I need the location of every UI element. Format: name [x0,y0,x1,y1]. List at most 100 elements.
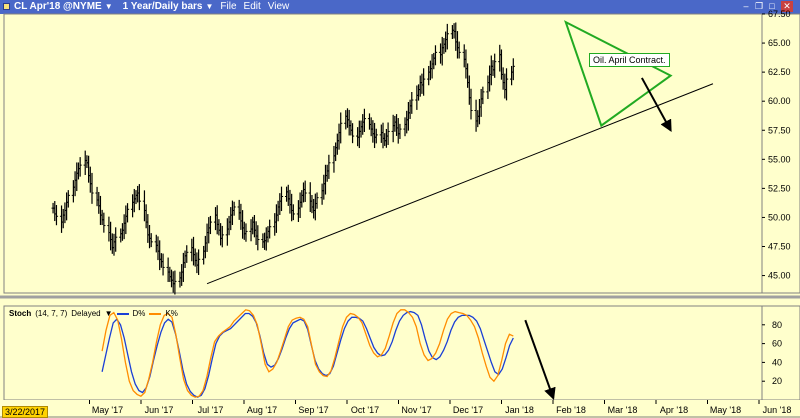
time-tick-label: Oct '17 [351,405,379,415]
price-axis [761,13,800,294]
price-bar [54,204,59,226]
time-tick-label: Nov '17 [401,405,431,415]
time-tick-label: May '18 [710,405,741,415]
minimize-icon[interactable]: – [743,1,749,11]
stoch-k-line [101,309,514,398]
price-bar [196,249,201,275]
price-bar [445,23,449,50]
symbol-dropdown-icon[interactable]: ▼ [104,2,113,11]
title-bar: CL Apr'18 @NYME ▼ 1 Year/Daily bars ▼ Fi… [0,0,800,14]
stoch-name: Stoch [9,309,32,318]
price-tick-label: 67.50 [768,9,791,19]
price-bar [291,204,295,221]
price-bar [173,270,177,295]
price-bar [90,172,94,204]
stoch-tick-label: 20 [772,376,782,386]
maximize-icon[interactable]: □ [769,1,775,11]
menu-file[interactable]: File [220,1,237,12]
d-legend-label: D% [132,309,146,318]
price-tick-label: 62.50 [768,67,791,77]
price-bar [256,225,260,251]
price-bar [493,53,497,78]
price-bar [208,215,213,235]
k-legend-label: K% [165,309,178,318]
time-tick-label: Jul '17 [198,405,224,415]
price-tick-label: 55.00 [768,154,791,164]
stoch-tick-label: 80 [772,320,782,330]
stoch-down-arrow [524,319,556,401]
price-bar [125,203,130,223]
price-bar [327,154,331,179]
time-tick-label: Jan '18 [505,405,534,415]
time-axis [0,400,800,418]
price-tick-label: 57.50 [768,125,791,135]
time-tick-label: Sep '17 [298,405,328,415]
price-bar [398,123,402,139]
price-tick-label: 60.00 [768,96,791,106]
stoch-dropdown-icon[interactable]: ▼ [104,309,113,318]
menu-view[interactable]: View [267,1,290,12]
price-tick-label: 65.00 [768,38,791,48]
interval-label[interactable]: 1 Year/Daily bars [122,1,203,12]
stoch-axis [761,305,800,401]
price-bar [232,201,236,216]
annotation-label: Oil. April Contract. [589,53,670,67]
time-tick-label: Apr '18 [660,405,688,415]
price-bar [279,186,284,212]
price-bar [185,245,189,263]
time-tick-label: Jun '18 [763,405,792,415]
interval-dropdown-icon[interactable]: ▼ [205,2,214,11]
price-bar [511,58,515,81]
close-icon[interactable]: ✕ [781,1,793,12]
price-bar [220,225,224,248]
price-bar [422,68,426,96]
price-bar [66,190,70,208]
price-tick-label: 52.50 [768,183,791,193]
symbol-label[interactable]: CL Apr'18 @NYME [14,1,102,12]
price-bar [410,92,414,114]
triangle-pattern [564,20,673,128]
price-bar [303,180,307,202]
price-bar [149,233,153,248]
price-bar [457,41,461,59]
price-bar [114,227,118,252]
down-arrow [641,77,672,133]
price-bar [244,223,248,242]
price-bars [51,22,515,295]
stoch-mode: Delayed [71,309,101,318]
price-bar [339,112,343,144]
price-bar [161,253,165,276]
d-line-swatch [116,312,129,315]
time-tick-label: May '17 [92,405,123,415]
time-tick-label: Feb '18 [556,405,586,415]
time-tick-label: Dec '17 [453,405,483,415]
price-bar [433,45,438,66]
stoch-params: (14, 7, 7) [35,309,68,318]
price-bar [78,157,82,177]
window-icon [3,3,10,10]
price-bar [350,123,355,144]
price-bar [386,122,390,146]
time-tick-label: Aug '17 [247,405,277,415]
support-trendline [206,83,714,285]
price-bar [102,212,106,233]
price-bar [469,88,473,120]
stoch-legend: Stoch (14, 7, 7) Delayed ▼ D% K% [9,309,178,318]
stoch-tick-label: 40 [772,357,782,367]
price-bar [315,192,319,209]
restore-icon[interactable]: ❐ [754,1,764,11]
k-line-swatch [149,312,162,315]
price-tick-label: 45.00 [768,271,791,281]
price-bar [504,68,509,101]
time-tick-label: Mar '18 [608,405,638,415]
date-cursor-label: 3/22/2017 [2,406,49,418]
stoch-tick-label: 60 [772,339,782,349]
price-bar [481,86,485,105]
price-tick-label: 47.50 [768,242,791,252]
time-tick-label: Jun '17 [145,405,174,415]
price-bar [362,108,367,132]
price-bar [374,128,378,144]
menu-edit[interactable]: Edit [243,1,261,12]
price-bar [268,219,272,239]
